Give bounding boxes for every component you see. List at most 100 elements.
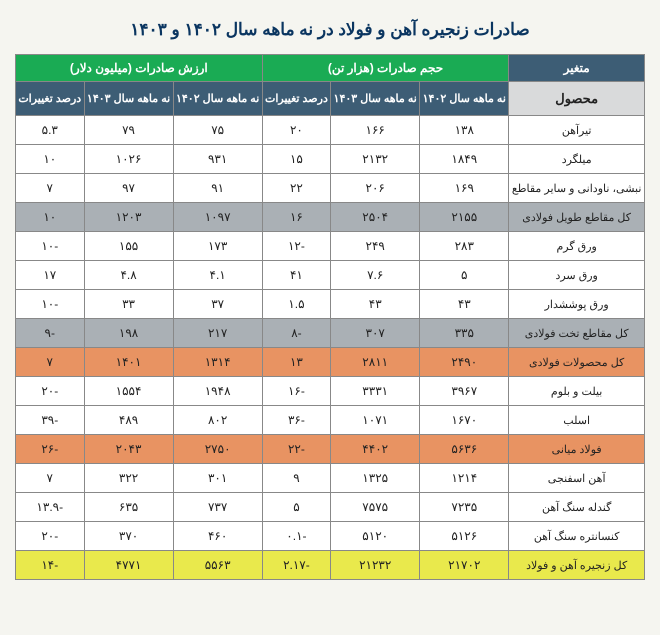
val-pct-header: درصد تغییرات [16,82,85,116]
product-cell: کل محصولات فولادی [509,348,645,377]
product-cell: ورق گرم [509,232,645,261]
vol-1403-cell: ۲۱۳۲ [331,145,420,174]
vol-1403-cell: ۷.۶ [331,261,420,290]
val-1403-cell: ۱۹۸ [84,319,173,348]
val-1403-cell: ۴۸۹ [84,406,173,435]
product-cell: ورق سرد [509,261,645,290]
vol-pct-header: درصد تغییرات [262,82,330,116]
vol-1403-cell: ۲۰۶ [331,174,420,203]
val-pct-cell: ۵.۳ [16,116,85,145]
product-cell: بیلت و بلوم [509,377,645,406]
table-row: کل زنجیره آهن و فولاد۲۱۷۰۲۲۱۲۳۲-۲.۱۷۵۵۶۳… [16,551,645,580]
val-1402-cell: ۴۶۰ [173,522,262,551]
val-1403-cell: ۱۴۰۱ [84,348,173,377]
vol-1403-cell: ۴۴۰۲ [331,435,420,464]
vol-pct-cell: -۱۲ [262,232,330,261]
val-pct-cell: ۱۰ [16,145,85,174]
vol-pct-cell: -۸ [262,319,330,348]
val-pct-cell: ۷ [16,348,85,377]
table-body: تیرآهن۱۳۸۱۶۶۲۰۷۵۷۹۵.۳میلگرد۱۸۴۹۲۱۳۲۱۵۹۳۱… [16,116,645,580]
vol-1402-cell: ۲۴۹۰ [420,348,509,377]
volume-group-header: حجم صادرات (هزار تن) [262,55,509,82]
vol-pct-cell: ۱.۵ [262,290,330,319]
vol-pct-cell: -۱۶ [262,377,330,406]
vol-1403-cell: ۴۳ [331,290,420,319]
val-1402-cell: ۱۹۴۸ [173,377,262,406]
val-1402-cell: ۷۳۷ [173,493,262,522]
val-pct-cell: ۷ [16,174,85,203]
val-1403-cell: ۳۲۲ [84,464,173,493]
val-1402-header: نه ماهه سال ۱۴۰۲ [173,82,262,116]
product-cell: نبشی، ناودانی و سایر مقاطع [509,174,645,203]
vol-1402-cell: ۱۸۴۹ [420,145,509,174]
table-row: آهن اسفنجی۱۲۱۴۱۳۲۵۹۳۰۱۳۲۲۷ [16,464,645,493]
table-row: کل محصولات فولادی۲۴۹۰۲۸۱۱۱۳۱۳۱۴۱۴۰۱۷ [16,348,645,377]
val-1402-cell: ۱۳۱۴ [173,348,262,377]
value-group-header: ارزش صادرات (میلیون دلار) [16,55,263,82]
vol-1402-cell: ۳۹۶۷ [420,377,509,406]
product-cell: آهن اسفنجی [509,464,645,493]
product-cell: ورق پوششدار [509,290,645,319]
vol-1403-cell: ۷۵۷۵ [331,493,420,522]
val-pct-cell: -۲۰ [16,522,85,551]
page-container: صادرات زنجیره آهن و فولاد در نه ماهه سال… [0,0,660,600]
vol-pct-cell: ۲۰ [262,116,330,145]
table-row: نبشی، ناودانی و سایر مقاطع۱۶۹۲۰۶۲۲۹۱۹۷۷ [16,174,645,203]
vol-1403-cell: ۲۱۲۳۲ [331,551,420,580]
val-1403-cell: ۱۰۲۶ [84,145,173,174]
val-pct-cell: -۲۰ [16,377,85,406]
val-1403-cell: ۳۳ [84,290,173,319]
table-row: ورق گرم۲۸۳۲۴۹-۱۲۱۷۳۱۵۵-۱۰ [16,232,645,261]
vol-1402-cell: ۷۲۳۵ [420,493,509,522]
vol-pct-cell: -۲.۱۷ [262,551,330,580]
table-row: کل مقاطع طویل فولادی۲۱۵۵۲۵۰۴۱۶۱۰۹۷۱۲۰۳۱۰ [16,203,645,232]
header-row-sub: محصول نه ماهه سال ۱۴۰۲ نه ماهه سال ۱۴۰۳ … [16,82,645,116]
table-header: متغیر حجم صادرات (هزار تن) ارزش صادرات (… [16,55,645,116]
val-1402-cell: ۱۰۹۷ [173,203,262,232]
val-1402-cell: ۹۳۱ [173,145,262,174]
val-pct-cell: -۹ [16,319,85,348]
val-pct-cell: -۲۶ [16,435,85,464]
val-1403-header: نه ماهه سال ۱۴۰۳ [84,82,173,116]
table-row: گندله سنگ آهن۷۲۳۵۷۵۷۵۵۷۳۷۶۳۵-۱۳.۹ [16,493,645,522]
val-1402-cell: ۷۵ [173,116,262,145]
table-row: کل مقاطع تخت فولادی۳۳۵۳۰۷-۸۲۱۷۱۹۸-۹ [16,319,645,348]
vol-1403-cell: ۲۴۹ [331,232,420,261]
val-1403-cell: ۱۲۰۳ [84,203,173,232]
product-header: محصول [509,82,645,116]
val-1402-cell: ۱۷۳ [173,232,262,261]
page-title: صادرات زنجیره آهن و فولاد در نه ماهه سال… [15,20,645,40]
vol-1402-header: نه ماهه سال ۱۴۰۲ [420,82,509,116]
product-cell: فولاد میانی [509,435,645,464]
val-pct-cell: -۱۳.۹ [16,493,85,522]
header-row-top: متغیر حجم صادرات (هزار تن) ارزش صادرات (… [16,55,645,82]
val-1403-cell: ۶۳۵ [84,493,173,522]
table-row: میلگرد۱۸۴۹۲۱۳۲۱۵۹۳۱۱۰۲۶۱۰ [16,145,645,174]
val-1403-cell: ۴.۸ [84,261,173,290]
val-1402-cell: ۲۱۷ [173,319,262,348]
val-1402-cell: ۹۱ [173,174,262,203]
val-pct-cell: ۱۷ [16,261,85,290]
val-pct-cell: ۷ [16,464,85,493]
val-1403-cell: ۴۷۷۱ [84,551,173,580]
metric-header: متغیر [509,55,645,82]
val-pct-cell: -۱۰ [16,290,85,319]
val-1402-cell: ۵۵۶۳ [173,551,262,580]
val-1403-cell: ۱۵۵ [84,232,173,261]
vol-1403-cell: ۳۳۳۱ [331,377,420,406]
product-cell: کنسانتره سنگ آهن [509,522,645,551]
vol-1403-cell: ۵۱۲۰ [331,522,420,551]
vol-pct-cell: -۳۶ [262,406,330,435]
val-1403-cell: ۲۰۴۳ [84,435,173,464]
product-cell: کل زنجیره آهن و فولاد [509,551,645,580]
vol-1403-cell: ۲۵۰۴ [331,203,420,232]
vol-1402-cell: ۲۱۷۰۲ [420,551,509,580]
vol-pct-cell: -۲۲ [262,435,330,464]
val-1403-cell: ۳۷۰ [84,522,173,551]
val-pct-cell: -۱۴ [16,551,85,580]
vol-pct-cell: ۲۲ [262,174,330,203]
val-1402-cell: ۳۰۱ [173,464,262,493]
table-row: بیلت و بلوم۳۹۶۷۳۳۳۱-۱۶۱۹۴۸۱۵۵۴-۲۰ [16,377,645,406]
vol-1402-cell: ۵۶۳۶ [420,435,509,464]
val-pct-cell: ۱۰ [16,203,85,232]
